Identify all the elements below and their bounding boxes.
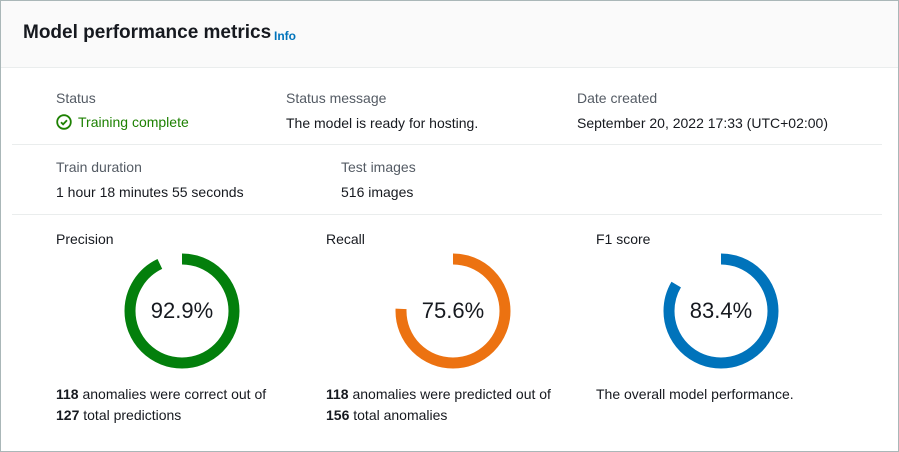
status-message-value: The model is ready for hosting. — [286, 115, 479, 131]
page-title: Model performance metrics — [23, 22, 272, 43]
status-text: Training complete — [78, 114, 189, 130]
recall-label: Recall — [326, 231, 365, 247]
test-images-label: Test images — [341, 159, 416, 175]
precision-description: 118 anomalies were correct out of 127 tot… — [56, 386, 267, 423]
check-circle-icon — [56, 114, 72, 130]
card-header: Model performance metrics Info — [1, 1, 898, 68]
precision-value: 92.9% — [150, 298, 214, 323]
precision-arc — [124, 253, 240, 369]
status-value: Training complete — [56, 114, 189, 130]
f1-score-arc — [663, 253, 779, 369]
recall-arc — [395, 253, 511, 369]
f1-score-label: F1 score — [596, 231, 651, 247]
recall-ring — [395, 253, 511, 369]
recall-description: 118 anomalies were predicted out of 156 t… — [326, 386, 551, 423]
status-label: Status — [56, 90, 96, 106]
divider — [12, 144, 882, 145]
status-message-label: Status message — [286, 90, 387, 106]
f1-score-ring — [663, 253, 779, 369]
train-duration-label: Train duration — [56, 159, 142, 175]
f1-score-description: The overall model performance. — [596, 386, 794, 402]
recall-value: 75.6% — [421, 298, 485, 323]
train-duration-value: 1 hour 18 minutes 55 seconds — [56, 184, 244, 200]
test-images-value: 516 images — [341, 184, 414, 200]
f1-score-value: 83.4% — [689, 298, 753, 323]
precision-ring — [124, 253, 240, 369]
precision-label: Precision — [56, 231, 114, 247]
date-created-value: September 20, 2022 17:33 (UTC+02:00) — [577, 115, 828, 131]
date-created-label: Date created — [577, 90, 658, 106]
info-link[interactable]: Info — [274, 29, 296, 43]
divider — [12, 214, 882, 215]
